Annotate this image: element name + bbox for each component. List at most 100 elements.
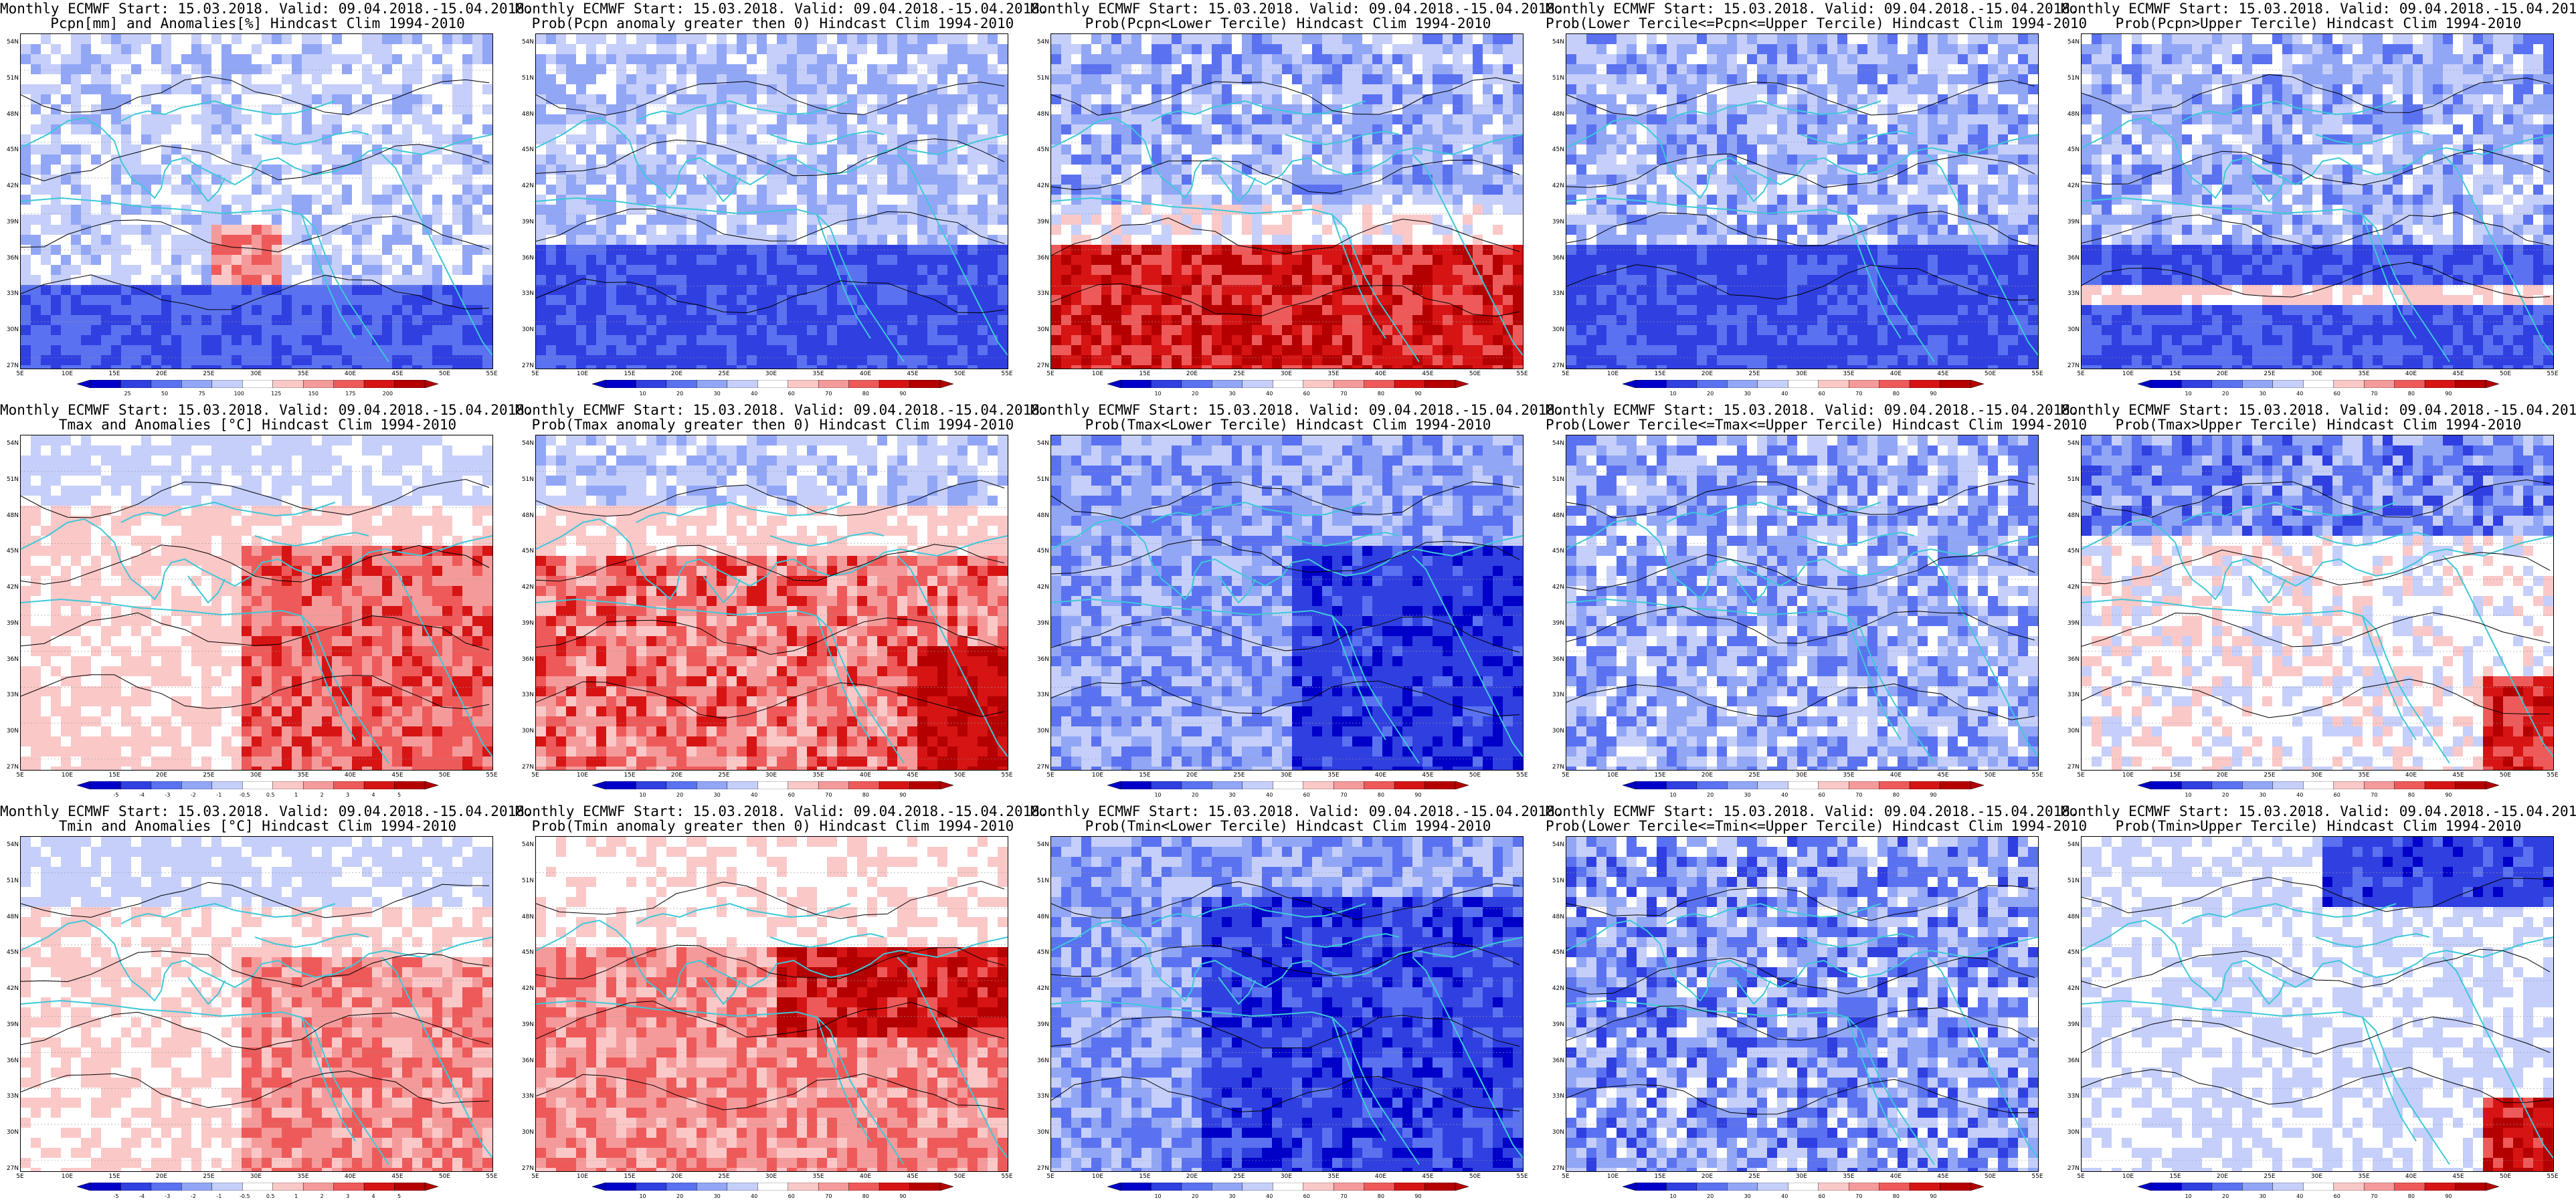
colorbar-tick-label: 70 (2371, 1193, 2377, 1199)
contour-line (2082, 479, 2551, 518)
contour-line (21, 215, 490, 253)
colorbar-tick-label: 60 (1819, 391, 1825, 397)
colorbar-swatch (1909, 380, 1940, 388)
longitude-label: 50E (1469, 772, 1481, 779)
longitude-label: 25E (718, 1173, 729, 1180)
latitude-label: 36N (1030, 656, 1049, 663)
colorbar-tick-label: 70 (1340, 1193, 1347, 1199)
longitude-label: 30E (250, 772, 262, 779)
coastline (1847, 214, 1902, 339)
longitude-label: 40E (860, 772, 871, 779)
longitude-label: 45E (1422, 772, 1433, 779)
latitude-label: 27N (0, 764, 19, 771)
latitude-label: 27N (515, 363, 534, 369)
colorbar-tick-label: 40 (751, 792, 757, 798)
colorbar-tick-label: 20 (1707, 391, 1714, 397)
colorbar-tick-label: -0.5 (240, 1193, 250, 1199)
colorbar-swatch (1424, 380, 1456, 388)
panel-title-line1: Monthly ECMWF Start: 15.03.2018. Valid: … (1546, 1, 2079, 16)
colorbar-swatch (1212, 380, 1243, 388)
contour-line (1566, 1005, 2035, 1041)
latitude-label: 51N (1546, 476, 1564, 483)
latitude-label: 51N (0, 476, 19, 483)
colorbar-tick-label: 20 (1707, 792, 1714, 798)
coastline (187, 174, 225, 203)
longitude-label: 15E (1654, 1173, 1665, 1180)
colorbar-tick-label: 150 (308, 391, 318, 397)
colorbar-swatch (211, 781, 243, 789)
contour-line (1051, 481, 1520, 519)
colorbar (1623, 380, 1984, 388)
panel-title-line1: Monthly ECMWF Start: 15.03.2018. Valid: … (2061, 804, 2576, 819)
latitude-label: 36N (0, 1058, 19, 1064)
colorbar-tick-label: 20 (676, 391, 683, 397)
colorbar-swatch (394, 1183, 426, 1191)
coastline (703, 575, 741, 604)
longitude-label: 40E (1375, 1173, 1386, 1180)
colorbar-tick-label: -3 (165, 1193, 170, 1199)
colorbar-swatch (818, 380, 849, 388)
colorbar-swatch (151, 380, 182, 388)
colorbar-tick-label: 90 (899, 391, 906, 397)
colorbar-swatch (1940, 781, 1971, 789)
map-field (2082, 435, 2553, 770)
longitude-label: 55E (1516, 1173, 1528, 1180)
latitude-label: 30N (2061, 728, 2080, 734)
latitude-label: 30N (2061, 1129, 2080, 1136)
longitude-label: 50E (1469, 371, 1481, 377)
latitude-label: 45N (1030, 548, 1049, 555)
map-field (1566, 837, 2038, 1171)
colorbar-swatch (697, 380, 728, 388)
latitude-label: 30N (515, 326, 534, 333)
map-panel: Monthly ECMWF Start: 15.03.2018. Valid: … (515, 0, 1048, 401)
latitude-label: 39N (1030, 620, 1049, 627)
colorbar-tick-label: 40 (2296, 1193, 2303, 1199)
colorbar (1107, 1183, 1469, 1191)
colorbar-tick-label: 10 (639, 792, 646, 798)
latitude-label: 33N (515, 1093, 534, 1100)
colorbar-tick-label: -5 (113, 1193, 118, 1199)
longitude-label: 5E (1046, 1173, 1054, 1180)
colorbar-tick-label: -1 (216, 792, 221, 798)
latitude-label: 51N (2061, 878, 2080, 884)
colorbar-swatch (1212, 1183, 1243, 1191)
coastline (1051, 116, 1523, 199)
colorbar-swatch (2394, 781, 2425, 789)
coastline (2082, 518, 2553, 601)
colorbar-tick-label: 4 (372, 1193, 375, 1199)
colorbar (1107, 380, 1469, 388)
longitude-label: 45E (391, 1173, 403, 1180)
contour-line (2082, 678, 2550, 718)
colorbar-swatch (363, 1183, 395, 1191)
longitude-label: 30E (2311, 371, 2322, 377)
longitude-label: 45E (2452, 371, 2464, 377)
colorbar (592, 380, 953, 388)
colorbar-swatch (1120, 380, 1152, 388)
contour-line (21, 274, 490, 310)
latitude-label: 27N (515, 1165, 534, 1172)
map-panel: Monthly ECMWF Start: 15.03.2018. Valid: … (1030, 803, 1564, 1204)
panel-title-line2: Prob(Tmax anomaly greater then 0) Hindca… (515, 417, 1030, 432)
colorbar-swatch (909, 1183, 941, 1191)
colorbar-swatch (1666, 781, 1697, 789)
colorbar-tick-label: 70 (1855, 391, 1862, 397)
longitude-label: 55E (2547, 1173, 2558, 1180)
latitude-label: 30N (1546, 1129, 1564, 1136)
colorbar-swatch (2272, 781, 2304, 789)
colorbar-tick-label: 80 (1893, 1193, 1900, 1199)
longitude-label: 5E (2077, 1173, 2084, 1180)
latitude-label: 45N (1030, 949, 1049, 956)
latitude-label: 27N (515, 764, 534, 771)
colorbar-swatch (272, 380, 304, 388)
colorbar-swatch (605, 1183, 636, 1191)
map-canvas (20, 33, 493, 369)
latitude-label: 39N (1030, 219, 1049, 225)
colorbar-tick-label: 10 (2185, 792, 2191, 798)
colorbar-swatch (1212, 781, 1243, 789)
contour-line (536, 681, 1005, 719)
longitude-label: 50E (1985, 1173, 1996, 1180)
colorbar-swatch (2242, 1183, 2274, 1191)
longitude-label: 15E (1139, 371, 1150, 377)
contour-line (2082, 549, 2551, 586)
coastline (381, 154, 492, 356)
